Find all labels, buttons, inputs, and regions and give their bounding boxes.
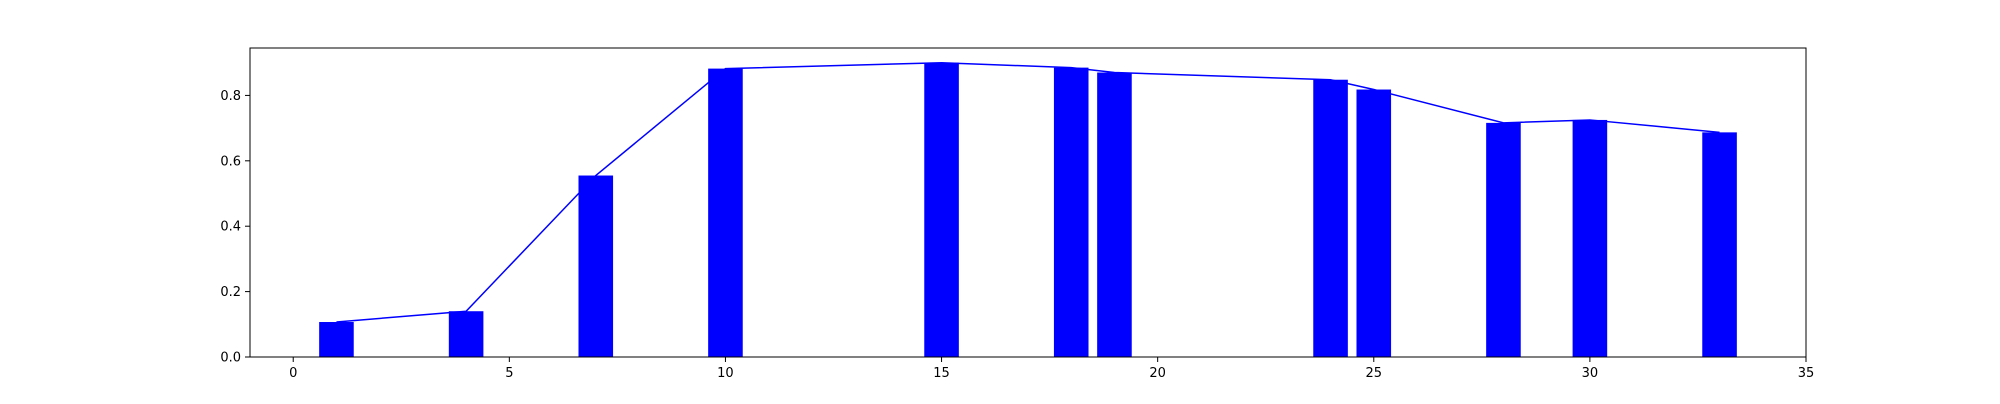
y-tick-label: 0.8 (220, 89, 241, 104)
bar-3 (708, 68, 743, 357)
y-tick-label: 0.6 (220, 154, 241, 169)
line-layer (336, 61, 1720, 323)
ticks-layer: 0 5 10 15 20 25 30 35 0.0 0.2 0.4 0.6 0.8 (220, 89, 1814, 381)
axes-layer (249, 47, 1807, 358)
bar-0 (319, 322, 354, 357)
bar-4 (924, 62, 959, 358)
x-tick-label: 5 (505, 366, 513, 381)
y-tick-label: 0.2 (220, 285, 241, 300)
x-tick-label: 15 (933, 366, 950, 381)
y-tick-label: 0.0 (220, 351, 241, 366)
bar-11 (1702, 132, 1737, 357)
bar-2 (578, 175, 614, 357)
x-tick-label: 20 (1149, 366, 1166, 381)
bars-layer (319, 62, 1737, 358)
series-line (336, 61, 1720, 323)
x-tick-label: 35 (1798, 366, 1815, 381)
bar-10 (1572, 119, 1608, 357)
bar-7 (1313, 79, 1348, 357)
x-tick-label: 0 (289, 366, 297, 381)
bar-8 (1356, 89, 1392, 357)
bar-1 (448, 311, 484, 357)
x-tick-label: 30 (1582, 366, 1599, 381)
plot-frame (249, 47, 1807, 358)
y-tick-label: 0.4 (220, 220, 241, 235)
x-tick-label: 10 (717, 366, 734, 381)
x-tick-label: 25 (1366, 366, 1383, 381)
bar-6 (1097, 72, 1132, 358)
bar-5 (1053, 67, 1089, 358)
bar-9 (1486, 122, 1521, 357)
